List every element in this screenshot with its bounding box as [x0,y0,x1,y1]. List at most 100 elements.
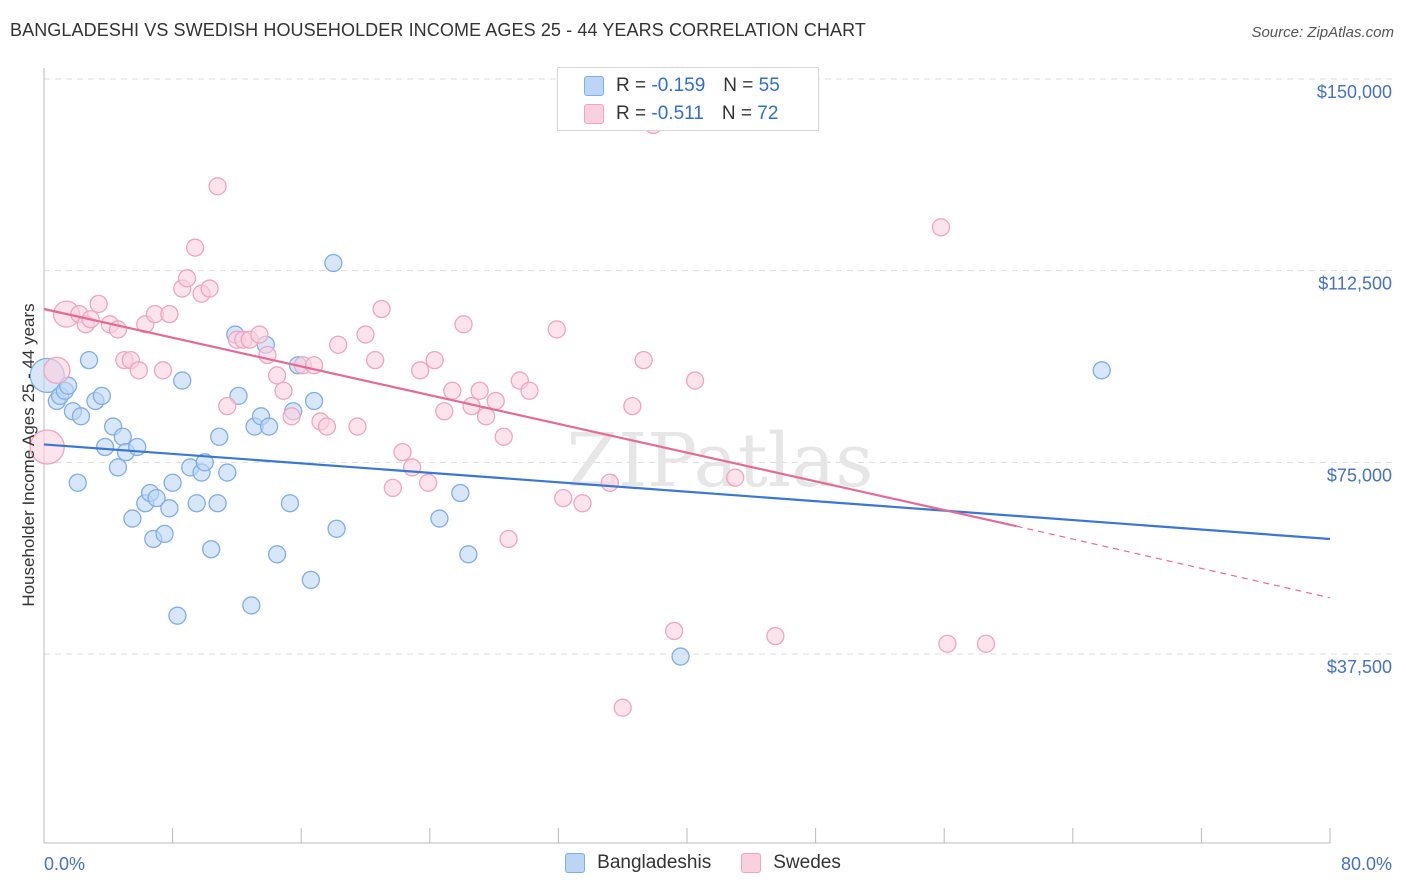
label-layer: $37,500 $75,000 $112,500 $150,000 0.0% 80.0% H… [19,82,1392,874]
point-swedes [520,381,539,400]
point-bangladeshis [218,463,237,482]
source-credit: Source: ZipAtlas.com [1251,24,1394,41]
n-label: N = [723,75,754,96]
point-swedes [365,350,385,370]
y-tick-label: $37,500 [1327,657,1392,677]
point-swedes [393,442,412,462]
point-bangladeshis [229,386,248,406]
series-legend-item-swedes[interactable]: Swedes [741,852,841,874]
stats-legend-row-bangladeshis: R = -0.159 N = 55 [584,74,780,98]
stats-legend: R = -0.159 N = 55 R = -0.511 N = 72 [557,67,819,131]
legend-swatch-bangladeshis [584,76,604,96]
point-bangladeshis [280,494,300,513]
point-swedes [435,402,454,421]
point-swedes [419,473,438,492]
point-swedes [348,417,367,436]
legend-swatch-swedes [741,853,762,873]
point-swedes [931,218,951,237]
point-swedes [282,407,301,426]
point-swedes [499,529,518,549]
chart-title: BANGLADESHI VS SWEDISH HOUSEHOLDER INCOM… [10,20,867,40]
x-tick-label: 80.0% [1341,854,1392,874]
point-bangladeshis [71,407,91,426]
point-swedes [766,626,785,646]
trend-layer [43,307,1331,599]
point-swedes [623,396,642,416]
point-bangladeshis [108,458,128,477]
x-tick-label: 0.0% [44,854,85,874]
series-legend-label: Swedes [773,852,841,873]
point-swedes [402,458,422,477]
point-bangladeshis [163,473,182,492]
point-swedes [43,356,71,384]
point-swedes [454,315,473,334]
point-bangladeshis [128,437,147,457]
point-swedes [554,488,573,508]
point-bangladeshis [242,596,261,615]
point-swedes [600,473,619,492]
n-value: 72 [757,103,779,124]
point-swedes [89,294,108,314]
point-swedes [383,478,402,498]
y-axis-title: Householder Income Ages 25 - 44 years [19,303,38,606]
points-layer [29,115,1111,717]
point-swedes [486,391,505,411]
point-swedes [185,238,205,257]
point-swedes [685,371,705,390]
n-value: 55 [758,75,780,96]
point-swedes [425,350,444,370]
point-bangladeshis [459,545,478,564]
point-bangladeshis [324,253,343,273]
point-bangladeshis [208,494,227,513]
stats-legend-row-swedes: R = -0.511 N = 72 [584,102,778,126]
point-bangladeshis [79,350,99,370]
point-bangladeshis [187,494,206,513]
point-bangladeshis [155,524,174,544]
point-swedes [613,698,632,717]
point-swedes [160,304,179,324]
point-swedes [938,634,957,653]
legend-swatch-swedes [584,104,604,124]
trend-line-swedes [43,307,1017,528]
point-swedes [208,177,227,196]
point-bangladeshis [113,427,132,446]
point-swedes [250,325,269,344]
point-bangladeshis [327,519,346,538]
point-swedes [317,417,337,436]
point-swedes [329,335,348,354]
point-swedes [664,621,684,641]
point-bangladeshis [147,488,166,508]
point-swedes [470,381,489,400]
point-bangladeshis [259,417,279,436]
legend-swatch-bangladeshis [565,853,586,873]
r-label: R = [616,103,647,124]
point-bangladeshis [451,483,470,503]
point-swedes [573,494,592,513]
series-legend-label: Bangladeshis [597,852,712,873]
point-swedes [177,269,197,288]
point-bangladeshis [202,540,221,559]
point-swedes [153,361,173,380]
point-bangladeshis [1092,361,1111,380]
series-legend-item-bangladeshis[interactable]: Bangladeshis [565,852,711,874]
point-swedes [476,407,496,426]
point-swedes [634,350,653,370]
point-swedes [443,381,462,400]
trend-line-swedes-extension [1016,525,1331,599]
point-swedes [129,361,148,380]
point-swedes [547,320,566,339]
point-bangladeshis [92,386,112,406]
trend-line-bangladeshis [43,443,1331,541]
grid-layer [44,78,1394,655]
point-bangladeshis [267,545,287,564]
point-bangladeshis [95,437,115,457]
point-bangladeshis [123,509,142,528]
point-bangladeshis [430,509,449,528]
point-swedes [267,366,287,385]
y-tick-label: $75,000 [1327,465,1392,485]
point-swedes [976,634,996,653]
point-bangladeshis [160,499,179,518]
point-swedes [411,361,430,380]
point-bangladeshis [210,427,229,446]
n-label: N = [721,103,752,124]
